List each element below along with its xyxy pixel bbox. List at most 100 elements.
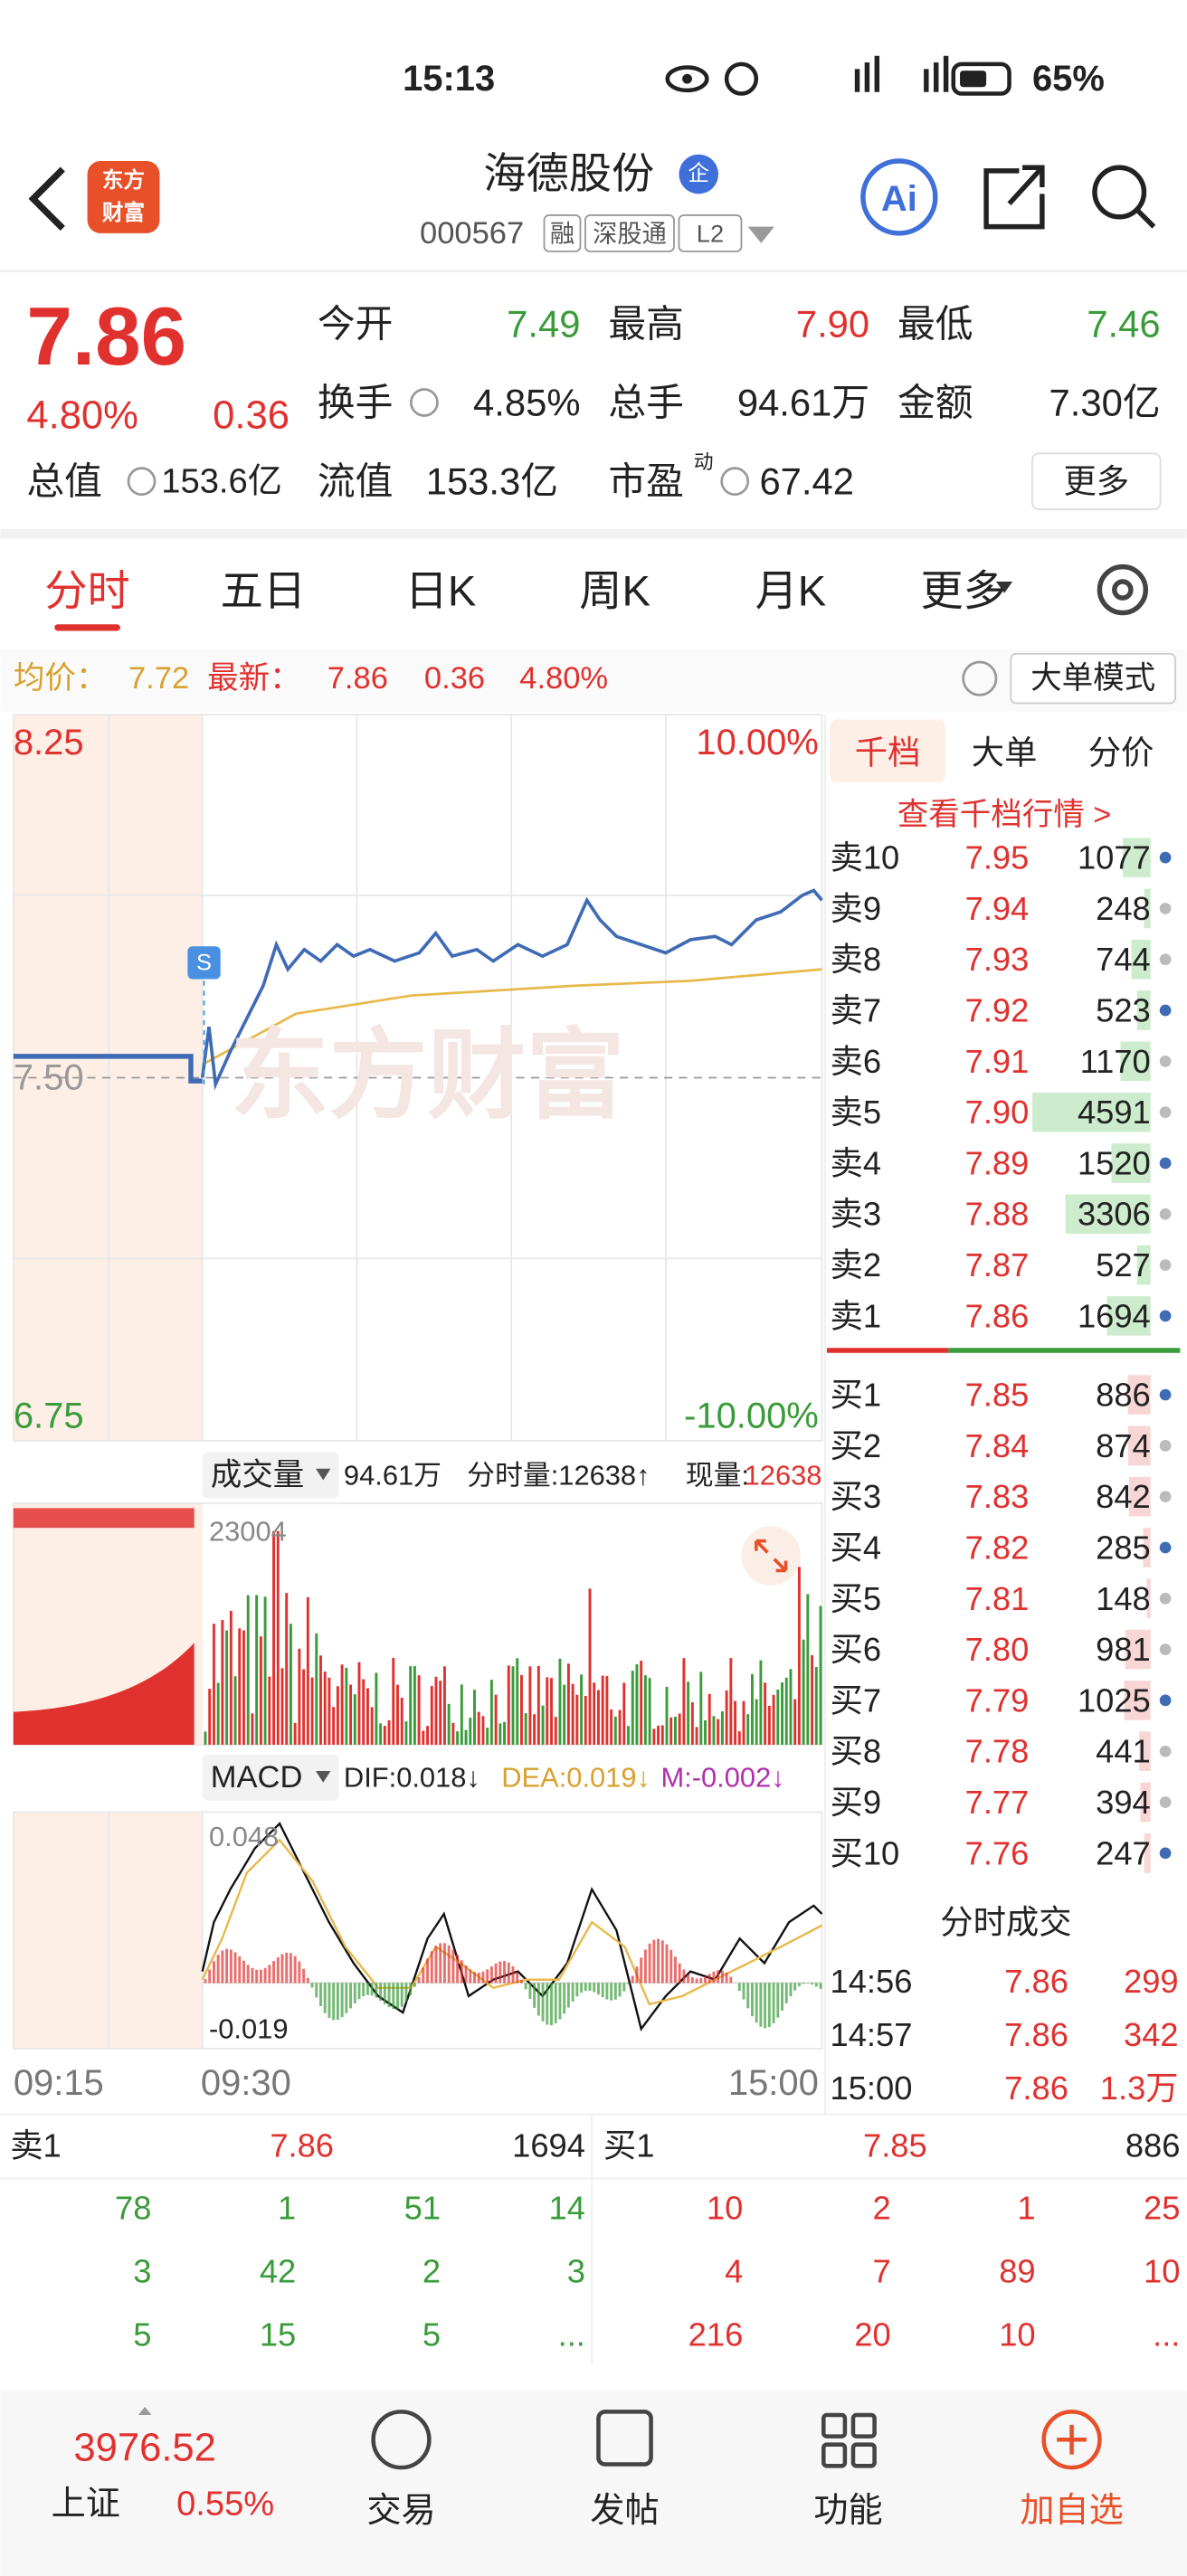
macd-bar [811, 1983, 814, 1985]
volume-bar [751, 1673, 754, 1745]
macd-selector[interactable] [202, 1754, 339, 1801]
book-price: 7.77 [965, 1784, 1030, 1821]
settings-button[interactable] [1097, 564, 1149, 616]
book-tab[interactable]: 千档 [855, 734, 921, 771]
ai-button[interactable] [860, 158, 938, 236]
search-button[interactable] [1092, 165, 1147, 220]
time-label: 09:30 [201, 2063, 291, 2103]
field-label: 今开 [318, 302, 394, 345]
book-price: 7.90 [965, 1094, 1030, 1131]
volume-bar [1139, 1731, 1151, 1771]
book-tab[interactable]: 大单 [972, 734, 1038, 771]
volume-bar [546, 1677, 549, 1745]
volume-bar [477, 1711, 480, 1745]
volume-bar [605, 1676, 609, 1745]
macd-bar [323, 1983, 327, 2013]
book-volume: 527 [1096, 1246, 1151, 1283]
book-link[interactable]: 查看千档行情 > [897, 798, 1112, 832]
field-value: 7.49 [507, 302, 580, 345]
macd-bar [298, 1961, 301, 1984]
macd-bar [477, 1972, 480, 1984]
book-level: 买6 [831, 1631, 882, 1668]
macd-m: M:-0.002↓ [660, 1762, 784, 1794]
info-bar [0, 649, 1187, 712]
book-level: 买8 [831, 1733, 882, 1770]
macd-bar [764, 1983, 767, 2029]
expand-button[interactable] [741, 1526, 801, 1586]
book-price: 7.80 [965, 1631, 1030, 1668]
nav-item[interactable]: 发帖 [590, 2491, 659, 2530]
field-label: 最低 [897, 302, 973, 345]
queue-order: 78 [115, 2190, 151, 2227]
book-dot [1159, 1796, 1172, 1808]
more-button[interactable] [1031, 452, 1162, 510]
index-value[interactable]: 3976.52 [73, 2426, 216, 2469]
volume-bar [776, 1690, 780, 1745]
macd-bar [674, 1956, 677, 1984]
time-label: 15:00 [728, 2063, 819, 2103]
nav-item[interactable]: 交易 [366, 2491, 435, 2530]
mode-button[interactable] [1010, 652, 1176, 705]
axis-label: -10.00% [684, 1397, 819, 1436]
macd-bar [255, 1969, 259, 1984]
macd-bar [797, 1983, 801, 1986]
queue-order: ... [1153, 2316, 1180, 2353]
volume-bar [610, 1709, 613, 1745]
mode-label: 大单模式 [1030, 661, 1155, 696]
volume-bar [345, 1667, 348, 1745]
tab[interactable]: 分时 [44, 567, 129, 615]
macd-bar [238, 1956, 242, 1984]
nav-item[interactable]: 功能 [813, 2491, 882, 2530]
macd-bar [537, 1983, 540, 2016]
book-tab[interactable]: 分价 [1088, 734, 1154, 771]
volume-bar [725, 1690, 728, 1745]
macd-bar [285, 1952, 289, 1984]
volume-bar [451, 1722, 455, 1745]
volume-bar [417, 1675, 421, 1745]
queue-order: 5 [133, 2316, 151, 2353]
signal-marker[interactable] [187, 946, 221, 980]
field-label: 流值 [318, 460, 394, 503]
macd-bar [550, 1983, 553, 2026]
volume-bar [251, 1713, 254, 1745]
macd-bar [755, 1983, 758, 2023]
tab[interactable]: 月K [755, 567, 827, 615]
book-volume: 842 [1096, 1478, 1151, 1515]
book-level: 买9 [831, 1784, 882, 1821]
macd-bar [729, 1976, 733, 1984]
back-button[interactable] [28, 166, 65, 232]
tab[interactable]: 更多 [920, 567, 1005, 615]
volume-bar [370, 1707, 374, 1745]
queue-order: 2 [423, 2253, 441, 2290]
macd-bar [422, 1967, 425, 1984]
volume-total: 94.61万 [344, 1460, 442, 1492]
macd-bar [481, 1971, 485, 1984]
help-icon[interactable] [962, 660, 998, 696]
volume-bar [1143, 1528, 1151, 1567]
volume-bar [349, 1684, 352, 1745]
trade-price: 7.86 [1004, 1963, 1068, 2000]
field-value: 153.6亿 [161, 462, 282, 501]
dea-line [201, 1838, 823, 2006]
macd-bar [208, 1969, 212, 1984]
volume-bar [533, 1714, 537, 1745]
volume-selector[interactable] [202, 1452, 339, 1499]
tab[interactable]: 周K [579, 567, 650, 615]
volume-bar [387, 1719, 391, 1745]
macd-bar [789, 1983, 793, 1997]
volume-bar [409, 1666, 413, 1745]
field-value: 7.30亿 [1049, 382, 1161, 424]
tab[interactable]: 五日 [221, 567, 306, 615]
volume-bar [541, 1705, 545, 1745]
dropdown-arrow[interactable] [747, 226, 774, 243]
volume-bar [494, 1694, 498, 1745]
share-button[interactable] [983, 165, 1045, 230]
nav-item[interactable]: 加自选 [1020, 2491, 1123, 2530]
book-price: 7.94 [965, 890, 1030, 927]
volume-bar [1136, 990, 1151, 1030]
macd-bar [690, 1977, 694, 1984]
book-price: 7.91 [965, 1043, 1030, 1080]
avg-label: 均价： [14, 661, 108, 696]
tab[interactable]: 日K [405, 567, 477, 615]
macd-bar [746, 1983, 750, 2009]
